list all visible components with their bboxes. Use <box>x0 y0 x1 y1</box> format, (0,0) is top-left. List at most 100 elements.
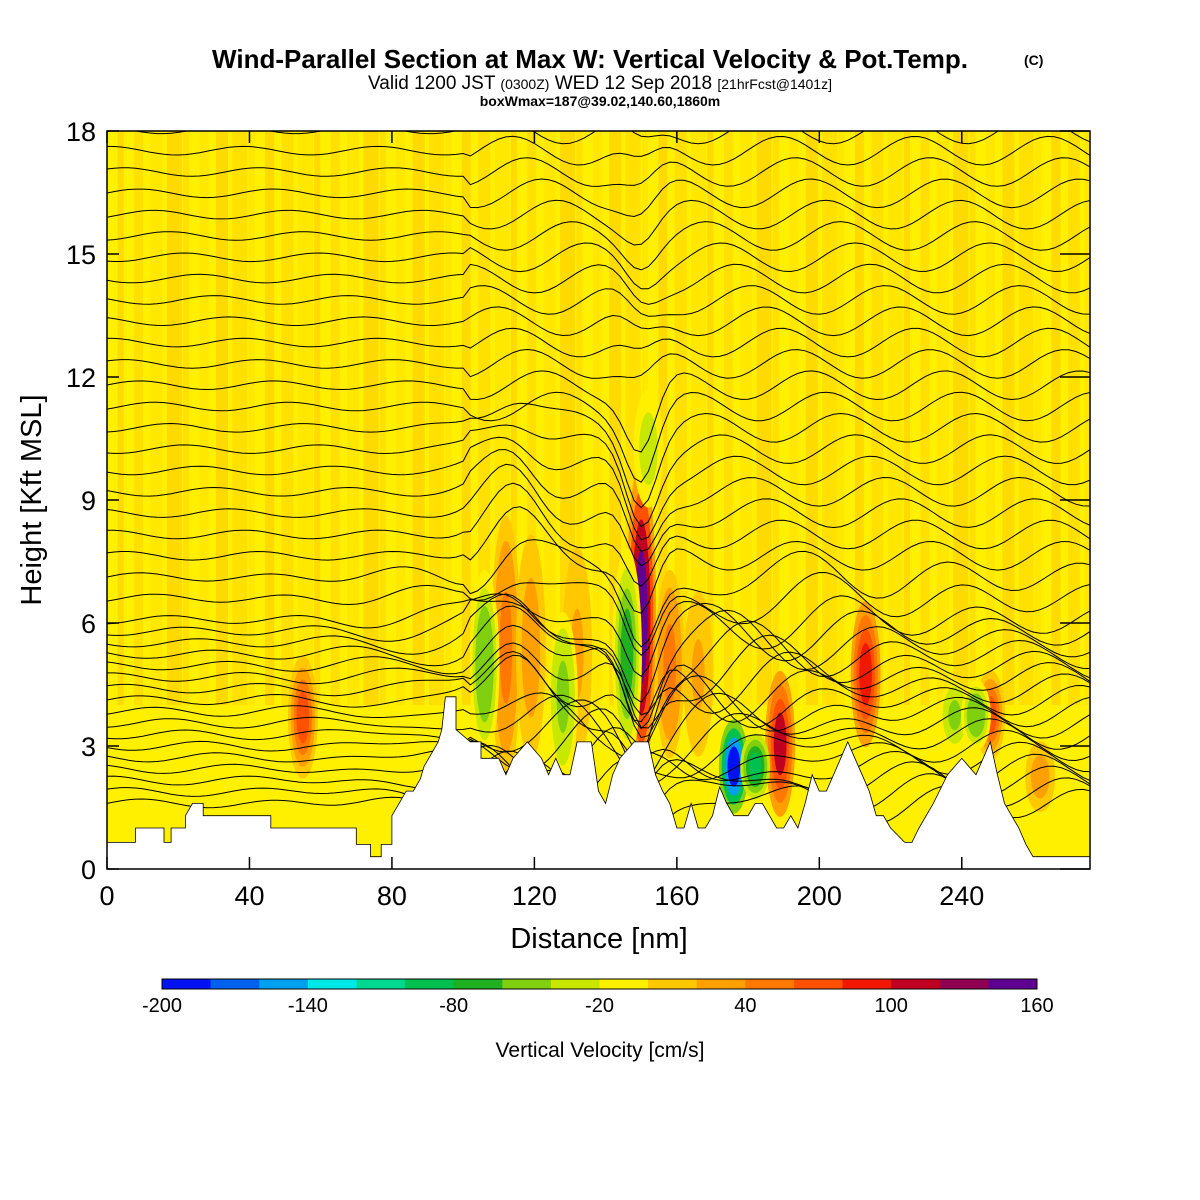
theta-contour <box>107 744 1090 806</box>
weak-updraft-streak <box>1084 131 1090 705</box>
colorbar-swatch <box>793 979 844 989</box>
updraft-core <box>524 599 538 696</box>
weak-updraft-streak <box>347 131 360 705</box>
y-tick-label: 3 <box>81 732 96 762</box>
theta-contour <box>107 605 1090 739</box>
weak-updraft-streak <box>150 131 163 705</box>
weak-updraft-streak <box>953 131 969 705</box>
theta-contour <box>107 482 1090 587</box>
colorbar-swatch <box>453 979 503 989</box>
downdraft-core <box>727 746 741 787</box>
theta-contour <box>107 436 1090 541</box>
colorbar-swatch <box>988 979 1038 989</box>
colorbar-swatch <box>356 979 406 989</box>
terrain <box>107 696 1090 869</box>
weak-updraft-streak <box>576 131 583 705</box>
theta-contour <box>107 135 1090 166</box>
weak-updraft-streak <box>592 131 602 705</box>
y-axis: 0 3 6 9 12 15 18 <box>66 117 1090 885</box>
weak-updraft-streak <box>1067 131 1080 705</box>
subtitle-date: WED 12 Sep 2018 <box>555 73 712 94</box>
theta-contour <box>107 593 1090 730</box>
chart-subtitle2: boxWmax=187@39.02,140.60,1860m <box>480 93 721 109</box>
colorbar-swatch <box>745 979 795 989</box>
weak-updraft-streak <box>1035 131 1042 705</box>
downdraft-core <box>948 700 962 731</box>
weak-updraft-streak <box>215 131 228 705</box>
weak-updraft-streak <box>363 131 379 705</box>
colorbar-tick-label: 160 <box>1020 995 1053 1017</box>
weak-updraft-streak <box>117 131 124 705</box>
y-tick-label: 15 <box>66 240 96 270</box>
theta-contour <box>107 692 1090 783</box>
weak-updraft-streak <box>543 131 556 705</box>
colorbar-frame <box>161 978 1038 990</box>
colorbar-tick-label: 100 <box>874 995 907 1017</box>
theta-contour <box>107 178 1090 218</box>
plot-area <box>106 130 1091 870</box>
weak-updraft-streak <box>773 131 780 705</box>
weak-updraft-streak <box>691 131 707 705</box>
theta-contour <box>107 595 1090 677</box>
weak-updraft-streak <box>707 131 714 705</box>
theta-contour <box>107 370 1090 453</box>
downdraft-core <box>641 423 655 474</box>
weak-updraft-streak <box>658 131 668 705</box>
chart-subtitle: Valid 1200 JST (0300Z) WED 12 Sep 2018 [… <box>368 73 832 94</box>
weak-updraft-streak <box>461 131 471 705</box>
y-tick-label: 0 <box>81 855 96 885</box>
colorbar: -200 -140 -80 -20 40 100 160 <box>142 978 1054 1017</box>
theta-contour <box>107 263 1090 305</box>
colorbar-swatch <box>891 979 941 989</box>
theta-contour <box>107 449 1090 552</box>
weak-updraft-streak <box>527 131 537 705</box>
weak-updraft-streak <box>379 131 386 705</box>
weak-updraft-streak <box>396 131 406 705</box>
colorbar-swatch <box>210 979 260 989</box>
theta-contour <box>107 571 1090 656</box>
theta-contour <box>107 726 1090 791</box>
colorbar-tick-label: -140 <box>288 995 328 1017</box>
weak-updraft-streak <box>510 131 517 705</box>
updraft-core <box>773 712 787 776</box>
weak-updraft-streak <box>330 131 340 705</box>
theta-contour <box>107 157 1090 187</box>
weak-updraft-streak <box>854 131 864 705</box>
weak-updraft-streak <box>936 131 949 705</box>
weak-updraft-streak <box>871 131 884 705</box>
weak-updraft-streak <box>297 131 313 705</box>
colorbar-swatch <box>648 979 698 989</box>
weak-updraft-streak <box>969 131 976 705</box>
colorbar-swatch <box>842 979 892 989</box>
y-tick-label: 18 <box>66 117 96 147</box>
theta-contour <box>107 221 1090 271</box>
weak-updraft-streak <box>183 131 190 705</box>
theta-contour <box>107 699 1090 786</box>
x-tick-label: 40 <box>234 881 264 911</box>
theta-contour <box>107 327 1090 358</box>
theta-contour <box>107 593 1090 703</box>
updraft-core <box>691 639 705 710</box>
subtitle-valid: Valid 1200 JST <box>368 73 496 94</box>
weak-updraft-streak <box>756 131 772 705</box>
weak-updraft-streak <box>838 131 845 705</box>
velocity-field <box>107 131 1090 869</box>
colorbar-swatch <box>259 979 309 989</box>
colorbar-tick-label: -80 <box>439 995 468 1017</box>
y-tick-label: 9 <box>81 486 96 516</box>
theta-contour <box>107 242 1090 290</box>
updraft-core <box>499 591 513 704</box>
weak-updraft-streak <box>478 131 491 705</box>
theta-contour <box>107 539 1090 648</box>
weak-updraft-streak <box>674 131 687 705</box>
colorbar-swatch <box>550 979 600 989</box>
x-axis: 0 40 80 120 160 200 240 <box>99 131 984 911</box>
theta-contour <box>107 391 1090 483</box>
weak-updraft-streak <box>986 131 996 705</box>
weak-updraft-streak <box>281 131 294 705</box>
weak-updraft-streak <box>314 131 321 705</box>
x-tick-label: 200 <box>797 881 842 911</box>
weak-updraft-streak <box>789 131 799 705</box>
weak-updraft-streak <box>1018 131 1034 705</box>
x-tick-label: 80 <box>377 881 407 911</box>
